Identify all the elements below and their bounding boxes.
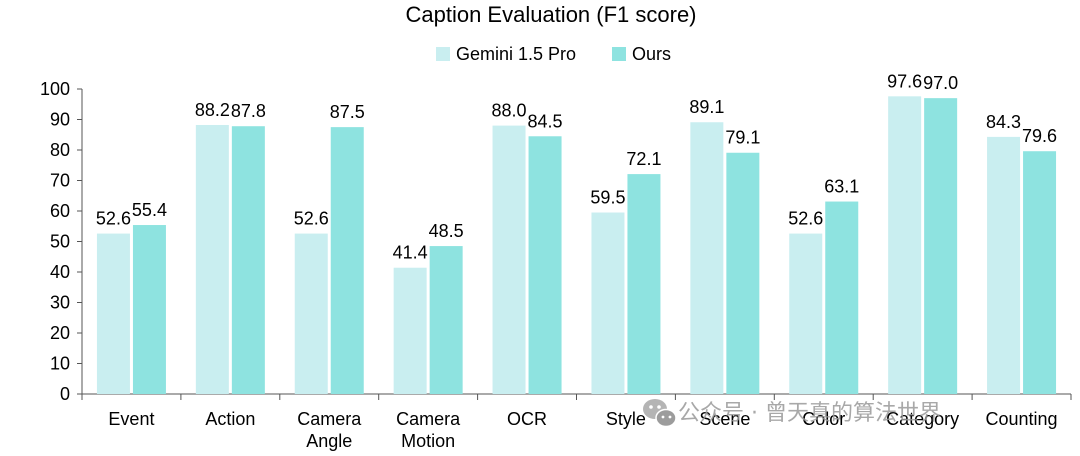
y-tick-label: 20 [50,323,70,343]
category-label: Counting [986,409,1058,429]
data-label: 79.1 [725,128,760,148]
y-tick-label: 50 [50,232,70,252]
bar-ours [726,152,760,394]
chart-title: Caption Evaluation (F1 score) [405,2,696,27]
bar-ours [231,126,265,395]
data-label: 72.1 [626,149,661,169]
category-label: Angle [306,431,352,451]
data-label: 89.1 [689,97,724,117]
y-tick-label: 40 [50,262,70,282]
data-label: 52.6 [96,209,131,229]
bar-ours [429,246,463,394]
watermark: 公众号 · 曾天真的算法世界 [643,399,941,428]
bar-gemini-1-5-pro [591,212,625,394]
y-tick-label: 100 [40,79,70,99]
legend: Gemini 1.5 Pro Ours [436,44,671,64]
bar-gemini-1-5-pro [987,136,1021,394]
category-label: Color [802,409,845,429]
legend-label: Ours [632,44,671,64]
y-axis: 0 10 20 30 40 50 60 70 80 90 100 [40,79,1072,404]
bar-ours [627,174,661,394]
bar-gemini-1-5-pro [789,233,823,394]
y-tick-label: 30 [50,293,70,313]
data-label: 97.6 [887,71,922,91]
category-label: OCR [507,409,547,429]
bar-gemini-1-5-pro [492,125,526,394]
data-labels: 52.6 88.2 52.6 41.4 88.0 59.5 89.1 52.6 97.6 84.3… [96,71,1057,262]
bar-ours [528,136,562,394]
data-label: 79.6 [1022,126,1057,146]
data-label: 63.1 [824,177,859,197]
data-label: 41.4 [393,243,428,263]
watermark-text: 公众号 · 曾天真的算法世界 [678,401,941,426]
data-label: 52.6 [294,209,329,229]
y-tick-label: 10 [50,354,70,374]
category-label: Scene [699,409,750,429]
data-label: 87.5 [330,102,365,122]
data-label: 59.5 [590,188,625,208]
legend-swatch [436,47,450,61]
category-label: Action [205,409,255,429]
data-label: 55.4 [132,200,167,220]
bar-ours [132,225,166,394]
data-label: 84.3 [986,112,1021,132]
data-label: 88.2 [195,100,230,120]
bars [96,96,1057,395]
bar-ours [825,201,859,394]
y-tick-label: 60 [50,201,70,221]
category-label: Category [886,409,959,429]
category-label: Style [606,409,646,429]
data-label: 87.8 [231,101,266,121]
legend-label: Gemini 1.5 Pro [456,44,576,64]
bar-ours [1023,151,1057,394]
y-tick-label: 0 [60,384,70,404]
category-label: Event [108,409,154,429]
bar-gemini-1-5-pro [96,233,130,394]
data-label: 48.5 [429,221,464,241]
bar-gemini-1-5-pro [888,96,922,394]
category-label: Camera [396,409,461,429]
data-label: 97.0 [923,73,958,93]
bar-gemini-1-5-pro [393,267,427,394]
bar-gemini-1-5-pro [690,122,724,395]
y-tick-label: 90 [50,110,70,130]
y-tick-label: 70 [50,171,70,191]
legend-swatch [612,47,626,61]
data-label: 84.5 [528,111,563,131]
data-label: 52.6 [788,209,823,229]
bar-ours [924,98,958,395]
bar-ours [330,127,364,394]
category-label: Camera [297,409,362,429]
bar-gemini-1-5-pro [294,233,328,394]
wechat-icon [643,399,677,428]
category-label: Motion [401,431,455,451]
y-tick-label: 80 [50,140,70,160]
data-label: 88.0 [492,101,527,121]
bar-gemini-1-5-pro [195,124,229,395]
